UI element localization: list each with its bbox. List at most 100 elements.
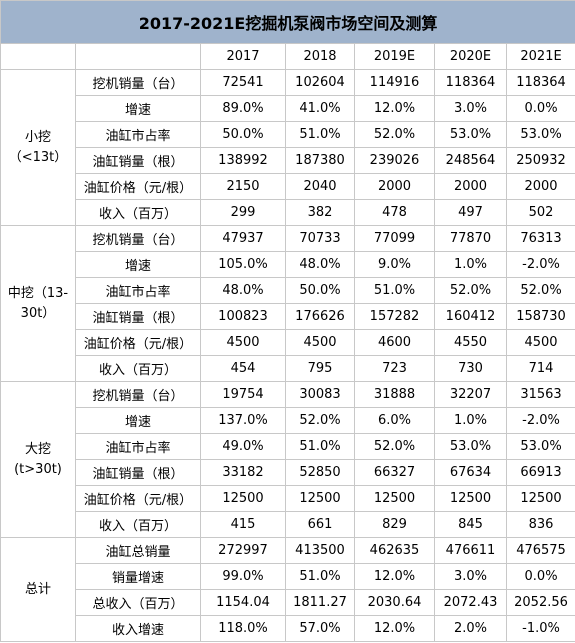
table-title: 2017-2021E挖掘机泵阀市场空间及测算 (0, 0, 575, 44)
row-label: 收入（百万） (75, 511, 201, 538)
cell: 2072.43 (434, 589, 507, 616)
cell: 102604 (285, 69, 355, 96)
cell: 454 (200, 355, 286, 382)
cell: 53.0% (434, 433, 507, 460)
table-row: 总收入（百万） 1154.04 1811.27 2030.64 2072.43 2052.… (1, 589, 575, 616)
cell: 160412 (434, 303, 507, 330)
cell: 12500 (434, 485, 507, 512)
cell: 66913 (505, 459, 575, 486)
cell: 138992 (200, 147, 286, 174)
cell: 118364 (505, 69, 575, 96)
cell: 47937 (200, 225, 286, 252)
title-row: 2017-2021E挖掘机泵阀市场空间及测算 (0, 0, 575, 44)
group-label-line: 中挖（13- (7, 285, 69, 301)
row-label: 总收入（百万） (75, 589, 201, 616)
row-label: 增速 (75, 251, 201, 278)
row-label: 油缸价格（元/根） (75, 173, 201, 200)
cell: 52850 (285, 459, 355, 486)
cell: 795 (285, 355, 355, 382)
cell: 77099 (354, 225, 435, 252)
cell: 829 (354, 511, 435, 538)
cell: 4500 (200, 329, 286, 356)
row-label: 挖机销量（台） (75, 225, 201, 252)
cell: 12500 (354, 485, 435, 512)
cell: 50.0% (285, 277, 355, 304)
row-label: 收入（百万） (75, 355, 201, 382)
row-label: 油缸价格（元/根） (75, 485, 201, 512)
cell: -2.0% (505, 407, 575, 434)
row-label: 收入（百万） (75, 199, 201, 226)
cell: 0.0% (505, 95, 575, 122)
cell: 250932 (505, 147, 575, 174)
cell: 72541 (200, 69, 286, 96)
group-label: 大挖 (t>30t) (0, 381, 76, 538)
group-label-line: （<13t） (8, 149, 68, 165)
cell: 33182 (200, 459, 286, 486)
column-header: 2020E (434, 43, 507, 70)
cell: 6.0% (354, 407, 435, 434)
table-row: 中挖（13- 30t） 挖机销量（台） 47937 70733 77099 77870 763… (0, 225, 575, 382)
cell: 502 (505, 199, 575, 226)
cell: 4500 (285, 329, 355, 356)
cell: 31563 (505, 381, 575, 408)
cell: 299 (200, 199, 286, 226)
cell: 12500 (200, 485, 286, 512)
group-label-line: (t>30t) (14, 461, 62, 477)
group-label-line: 小挖 (24, 129, 51, 145)
cell: 714 (505, 355, 575, 382)
cell: 1.0% (434, 251, 507, 278)
cell: 67634 (434, 459, 507, 486)
row-label: 油缸销量（根） (75, 459, 201, 486)
group-label-line: 30t） (20, 305, 56, 321)
table-row: 油缸市占率 50.0% 51.0% 52.0% 53.0% 53.0% (1, 121, 575, 148)
cell: 1811.27 (285, 589, 355, 616)
column-header: 2021E (505, 43, 575, 70)
cell: 51.0% (354, 277, 435, 304)
cell: 2000 (434, 173, 507, 200)
group-label-line: 大挖 (24, 441, 51, 457)
cell: 70733 (285, 225, 355, 252)
cell: 382 (285, 199, 355, 226)
row-label: 增速 (75, 95, 201, 122)
group-label: 小挖 （<13t） (0, 69, 76, 226)
cell: 12.0% (354, 95, 435, 122)
cell: 51.0% (285, 121, 355, 148)
cell: 661 (285, 511, 355, 538)
row-label: 油缸销量（根） (75, 303, 201, 330)
cell: 30083 (285, 381, 355, 408)
header-row: 2017 2018 2019E 2020E 2021E (0, 43, 575, 70)
cell: 1154.04 (200, 589, 286, 616)
cell: 723 (354, 355, 435, 382)
cell: 415 (200, 511, 286, 538)
row-label: 油缸市占率 (75, 277, 201, 304)
cell: 2150 (200, 173, 286, 200)
cell: 157282 (354, 303, 435, 330)
cell: -1.0% (505, 615, 575, 642)
cell: 118.0% (200, 615, 286, 642)
header-blank (0, 43, 76, 70)
cell: 49.0% (200, 433, 286, 460)
table-row: 总计 油缸总销量 272997 413500 462635 476611 476575 (0, 537, 575, 642)
cell: 118364 (434, 69, 507, 96)
row-label: 挖机销量（台） (75, 381, 201, 408)
cell: 53.0% (505, 433, 575, 460)
cell: 836 (505, 511, 575, 538)
cell: 413500 (285, 537, 355, 564)
cell: 3.0% (434, 563, 507, 590)
cell: -2.0% (505, 251, 575, 278)
cell: 0.0% (505, 563, 575, 590)
cell: 2030.64 (354, 589, 435, 616)
table-row: 销量增速 99.0% 51.0% 12.0% 3.0% 0.0% (1, 563, 575, 590)
cell: 77870 (434, 225, 507, 252)
cell: 52.0% (354, 433, 435, 460)
table-row: 增速 105.0% 48.0% 9.0% 1.0% -2.0% (1, 251, 575, 278)
cell: 239026 (354, 147, 435, 174)
row-label: 油缸市占率 (75, 121, 201, 148)
cell: 176626 (285, 303, 355, 330)
cell: 41.0% (285, 95, 355, 122)
cell: 2052.56 (505, 589, 575, 616)
table-row: 油缸销量（根） 138992 187380 239026 248564 250932 (1, 147, 575, 174)
cell: 52.0% (354, 121, 435, 148)
